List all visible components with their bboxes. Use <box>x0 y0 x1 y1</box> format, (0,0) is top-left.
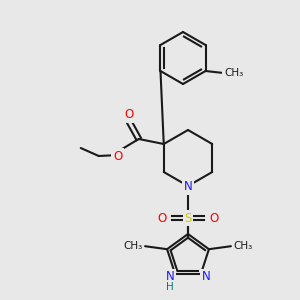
Text: N: N <box>202 270 210 283</box>
Text: S: S <box>184 212 192 224</box>
Text: H: H <box>166 282 174 292</box>
Text: CH₃: CH₃ <box>124 241 143 251</box>
Text: N: N <box>184 181 192 194</box>
Text: O: O <box>113 149 122 163</box>
Text: O: O <box>124 109 134 122</box>
Text: O: O <box>209 212 219 224</box>
Text: CH₃: CH₃ <box>233 241 253 251</box>
Text: CH₃: CH₃ <box>224 68 243 78</box>
Text: O: O <box>158 212 166 224</box>
Text: N: N <box>166 270 174 283</box>
